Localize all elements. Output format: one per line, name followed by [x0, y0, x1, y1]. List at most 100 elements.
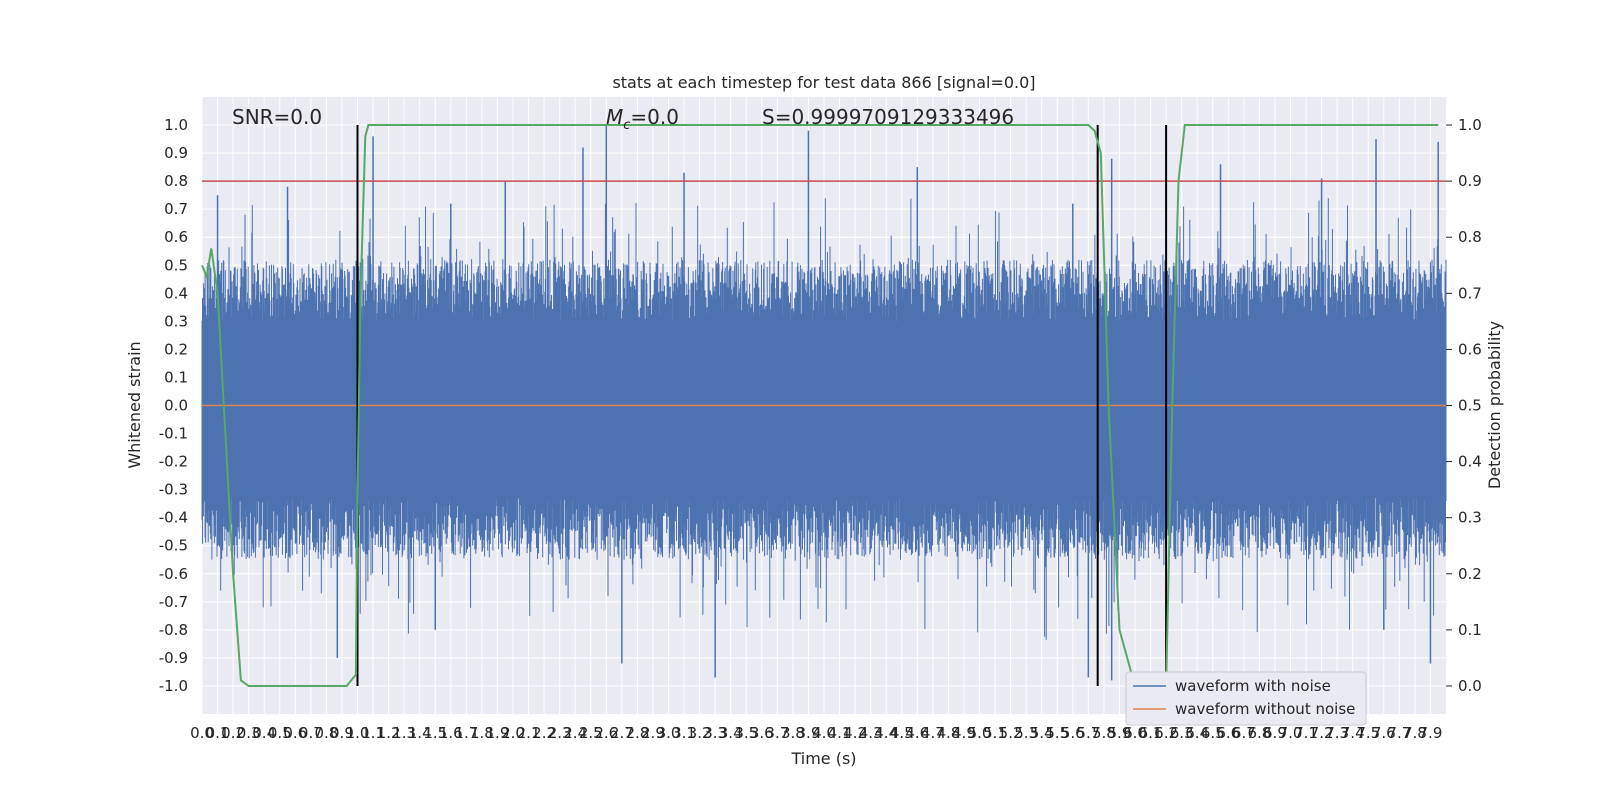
x-tick-label: 3.4 [719, 724, 743, 742]
y-tick-label: 0.3 [164, 312, 188, 330]
y-tick-label: 1.0 [164, 116, 188, 134]
x-tick-label: 4.4 [874, 724, 898, 742]
x-tick-label: 1.1 [361, 724, 385, 742]
x-tick-label: 4.8 [936, 724, 960, 742]
x-tick-label: 5.2 [999, 724, 1023, 742]
overlay-lines [201, 124, 1446, 687]
chirp-mass-symbol: M [606, 105, 623, 129]
x-tick-label: 1.7 [454, 724, 478, 742]
x-tick-label: 6.5 [1201, 724, 1225, 742]
chart-title: stats at each timestep for test data 866… [612, 73, 1035, 92]
x-tick-label: 7.3 [1325, 724, 1349, 742]
y2-tick-label: 0.5 [1458, 397, 1482, 415]
x-tick-label: 3.5 [734, 724, 758, 742]
x-tick-label: 0.7 [299, 724, 323, 742]
noisy-waveform-series [201, 125, 1447, 681]
y-tick-label: 0.9 [164, 144, 188, 162]
y-axis-label: Whitened strain [125, 341, 144, 468]
x-tick-label: 5.9 [1108, 724, 1132, 742]
y-tick-label: -0.2 [159, 453, 188, 471]
y-tick-label: -0.3 [159, 481, 188, 499]
x-tick-label: 1.0 [346, 724, 370, 742]
y-tick-label: -0.8 [159, 621, 188, 639]
y2-tick-labels: 0.0 0.1 0.2 0.3 0.4 0.5 0.6 0.7 0.8 0.9 1.0 [1446, 116, 1482, 695]
x-tick-label: 3.9 [797, 724, 821, 742]
x-tick-label: 3.0 [657, 724, 681, 742]
chirp-mass-annotation: Mc=0.0 [606, 105, 679, 133]
x-tick-label: 2.0 [501, 724, 525, 742]
snr-annotation: SNR=0.0 [232, 105, 322, 129]
y-tick-labels: -1.0 -0.9 -0.8 -0.7 -0.6 -0.5 -0.4 -0.3 -0.2 -0.1… [159, 116, 188, 695]
x-tick-label: 2.1 [517, 724, 541, 742]
y-tick-label: -1.0 [159, 677, 188, 695]
x-tick-label: 6.0 [1123, 724, 1147, 742]
x-tick-label: 2.4 [563, 724, 587, 742]
x-tick-label: 6.7 [1232, 724, 1256, 742]
x-tick-label: 0.4 [252, 724, 276, 742]
legend-label-noise: waveform with noise [1175, 677, 1331, 695]
x-tick-label: 1.3 [392, 724, 416, 742]
x-tick-label: 3.6 [750, 724, 774, 742]
y-tick-label: -0.1 [159, 425, 188, 443]
x-tick-label: 0.0 [190, 724, 214, 742]
x-tick-label: 5.6 [1061, 724, 1085, 742]
x-tick-label: 6.1 [1139, 724, 1163, 742]
x-tick-label: 7.0 [1279, 724, 1303, 742]
legend-box [1125, 671, 1367, 726]
x-tick-label: 0.2 [221, 724, 245, 742]
x-tick-labels: 0.00.10.20.30.40.50.60.70.80.91.01.11.21… [190, 724, 1442, 742]
y-tick-label: 0.5 [164, 256, 188, 274]
chirp-mass-value: =0.0 [630, 105, 679, 129]
y2-tick-label: 0.6 [1458, 340, 1482, 358]
x-tick-label: 4.1 [828, 724, 852, 742]
x-tick-label: 7.2 [1310, 724, 1334, 742]
legend-label-clean: waveform without noise [1175, 700, 1355, 718]
y-tick-label: 0.2 [164, 340, 188, 358]
y-tick-label: -0.7 [159, 593, 188, 611]
x-tick-label: 3.8 [781, 724, 805, 742]
x-tick-label: 5.8 [1092, 724, 1116, 742]
x-tick-label: 6.6 [1216, 724, 1240, 742]
x-tick-label: 4.7 [921, 724, 945, 742]
y-tick-label: -0.4 [159, 509, 188, 527]
x-tick-label: 2.7 [610, 724, 634, 742]
x-tick-label: 3.1 [672, 724, 696, 742]
x-tick-label: 7.1 [1294, 724, 1318, 742]
x-tick-label: 6.3 [1170, 724, 1194, 742]
x-tick-label: 6.8 [1247, 724, 1271, 742]
x-tick-label: 5.7 [1076, 724, 1100, 742]
x-tick-label: 5.1 [983, 724, 1007, 742]
x-tick-label: 4.6 [905, 724, 929, 742]
y-tick-label: 0.7 [164, 200, 188, 218]
x-tick-label: 7.4 [1341, 724, 1365, 742]
x-tick-label: 0.9 [330, 724, 354, 742]
score-annotation: S=0.9999709129333496 [762, 105, 1014, 129]
chirp-mass-subscript: c [623, 118, 630, 133]
x-tick-label: 7.9 [1419, 724, 1443, 742]
x-tick-label: 3.3 [703, 724, 727, 742]
y-tick-label: 0.1 [164, 368, 188, 386]
y-tick-label: 0.6 [164, 228, 188, 246]
x-tick-label: 4.5 [890, 724, 914, 742]
x-axis-label: Time (s) [790, 749, 856, 768]
y2-tick-label: 1.0 [1458, 116, 1482, 134]
x-tick-label: 2.5 [579, 724, 603, 742]
x-tick-label: 1.5 [423, 724, 447, 742]
x-tick-label: 7.7 [1387, 724, 1411, 742]
x-tick-label: 2.2 [532, 724, 556, 742]
x-tick-label: 0.6 [283, 724, 307, 742]
x-tick-label: 0.1 [206, 724, 230, 742]
y-tick-label: 0.4 [164, 284, 188, 302]
x-tick-label: 5.0 [968, 724, 992, 742]
x-tick-label: 0.8 [314, 724, 338, 742]
x-tick-label: 1.4 [408, 724, 432, 742]
x-tick-label: 1.2 [377, 724, 401, 742]
x-tick-label: 1.8 [470, 724, 494, 742]
y2-tick-label: 0.3 [1458, 509, 1482, 527]
x-tick-label: 4.9 [952, 724, 976, 742]
x-tick-label: 6.4 [1185, 724, 1209, 742]
y-tick-label: 0.8 [164, 172, 188, 190]
x-tick-label: 6.2 [1154, 724, 1178, 742]
x-tick-label: 1.6 [439, 724, 463, 742]
